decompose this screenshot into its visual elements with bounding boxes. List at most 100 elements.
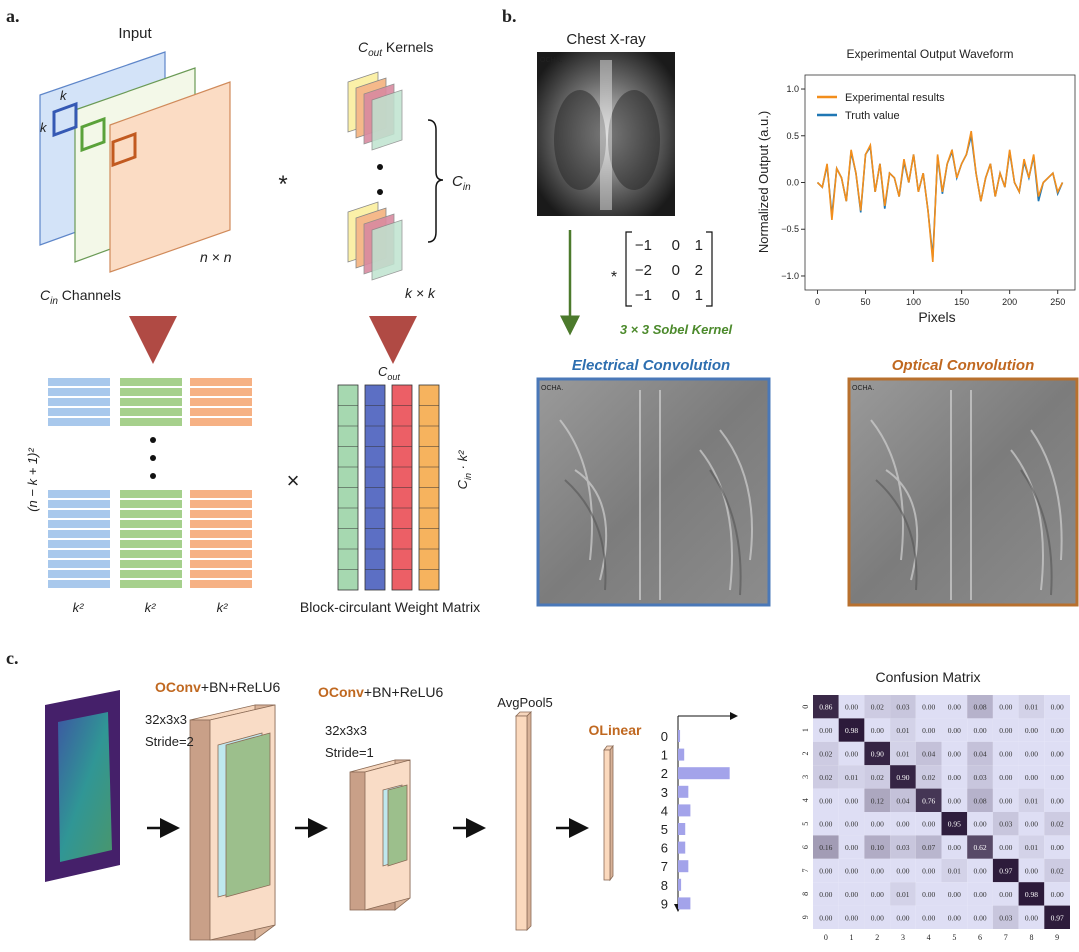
matrix-row — [190, 490, 252, 498]
y-tick-label: 0.0 — [786, 178, 799, 188]
matrix-row — [190, 408, 252, 416]
text: +BN+ReLU6 — [364, 684, 444, 700]
cell-label: 0.02 — [871, 773, 884, 782]
block-shape: 32x3x3 — [325, 723, 367, 738]
cell-label: 0.02 — [819, 750, 832, 759]
weight-title: Block-circulant Weight Matrix — [300, 599, 480, 615]
y-tick-label: −0.5 — [781, 224, 799, 234]
cell-label: 0.00 — [1025, 867, 1038, 876]
y-tick-label: −1.0 — [781, 271, 799, 281]
matrix-row — [190, 560, 252, 568]
bar — [678, 860, 688, 872]
oconv-block-2 — [350, 760, 410, 910]
kernel-cell: −1 — [635, 237, 652, 254]
cell-label: 0.00 — [922, 820, 935, 829]
block-stride: Stride=1 — [325, 745, 374, 760]
kernel-cell: −1 — [635, 287, 652, 304]
cell-label: 0.90 — [896, 773, 909, 782]
y-tick-label: 9 — [801, 915, 810, 919]
y-tick-label: 1.0 — [786, 84, 799, 94]
matrix-row — [48, 530, 110, 538]
cell-label: 0.00 — [896, 820, 909, 829]
cell-label: 0.01 — [845, 773, 858, 782]
y-tick-label: 5 — [801, 822, 810, 826]
x-tick-label: 6 — [978, 933, 982, 942]
matrix-row — [48, 550, 110, 558]
matrix-row — [120, 378, 182, 386]
matrix-row — [190, 378, 252, 386]
cell-label: 0.00 — [819, 796, 832, 805]
col-label: k² — [217, 600, 229, 615]
x-tick-label: 3 — [901, 933, 905, 942]
y-tick-label: 0 — [801, 705, 810, 709]
cell-label: 0.00 — [845, 867, 858, 876]
bar — [678, 730, 680, 742]
cell-label: 0.97 — [1051, 913, 1064, 922]
cell-label: 0.00 — [871, 913, 884, 922]
panel-label: a. — [6, 6, 20, 26]
kernel-cell: −2 — [635, 262, 652, 279]
matrix-row — [120, 550, 182, 558]
op-name: OConv — [155, 679, 201, 695]
x-tick-label: 50 — [861, 297, 871, 307]
kernel-symbol: * — [611, 269, 617, 286]
cell-label: 0.00 — [1051, 890, 1064, 899]
matrix-row — [48, 510, 110, 518]
cell-label: 0.12 — [871, 796, 884, 805]
matrix-row — [190, 388, 252, 396]
cell-label: 0.00 — [1051, 843, 1064, 852]
y-tick-label: 3 — [801, 775, 810, 779]
category-label: 8 — [661, 878, 668, 893]
panel-label: b. — [502, 6, 517, 26]
matrix-row — [48, 570, 110, 578]
cell-label: 0.00 — [1051, 750, 1064, 759]
cell-label: 0.00 — [845, 913, 858, 922]
cell-label: 0.01 — [1025, 843, 1038, 852]
cell-label: 0.00 — [1051, 703, 1064, 712]
matrix-row — [120, 408, 182, 416]
cell-label: 0.00 — [1025, 773, 1038, 782]
cell-label: 0.08 — [973, 703, 986, 712]
channels-label: Cin Channels — [40, 287, 121, 307]
matrix-row — [190, 520, 252, 528]
matrix-row — [190, 550, 252, 558]
cell-label: 0.03 — [896, 843, 909, 852]
matrix-row — [120, 388, 182, 396]
image-tag: OCHA. — [852, 385, 874, 392]
cell-label: 0.03 — [973, 773, 986, 782]
cell-label: 0.00 — [871, 867, 884, 876]
x-tick-label: 0 — [824, 933, 828, 942]
x-tick-label: 5 — [952, 933, 956, 942]
image-tag: OCHA. — [541, 385, 563, 392]
cell-label: 0.01 — [896, 726, 909, 735]
subscript: in — [463, 473, 473, 480]
waveform-chart: 050100150200250−1.0−0.50.00.51.0Experime… — [781, 75, 1075, 307]
matrix-row — [190, 570, 252, 578]
matrix-row — [120, 510, 182, 518]
kernel-matrix: −101 −202 −101 — [635, 237, 703, 304]
cell-label: 0.00 — [871, 726, 884, 735]
cell-label: 0.03 — [999, 820, 1012, 829]
cell-label: 0.00 — [845, 890, 858, 899]
size-label: n × n — [200, 249, 232, 265]
figure: a. Input k k n × n Cin Channels * Cout K… — [0, 0, 1079, 952]
cell-label: 0.00 — [999, 890, 1012, 899]
cell-label: 0.00 — [948, 796, 961, 805]
block-shape: 32x3x3 — [145, 712, 187, 727]
category-label: 6 — [661, 841, 668, 856]
cell-label: 0.00 — [896, 913, 909, 922]
kernel-cell: 0 — [672, 262, 680, 279]
cell-label: 0.00 — [871, 890, 884, 899]
cell-label: 0.00 — [845, 820, 858, 829]
matrix-row — [120, 540, 182, 548]
y-tick-label: 1 — [801, 728, 810, 732]
cell-label: 0.07 — [922, 843, 935, 852]
matrix-row — [120, 500, 182, 508]
category-label: 0 — [661, 729, 668, 744]
matrix-row — [48, 408, 110, 416]
input-title: Input — [118, 25, 152, 42]
subscript: in — [463, 182, 471, 193]
kernels-label: Cout Kernels — [358, 39, 433, 59]
xray-image: OCHA. — [537, 52, 675, 216]
